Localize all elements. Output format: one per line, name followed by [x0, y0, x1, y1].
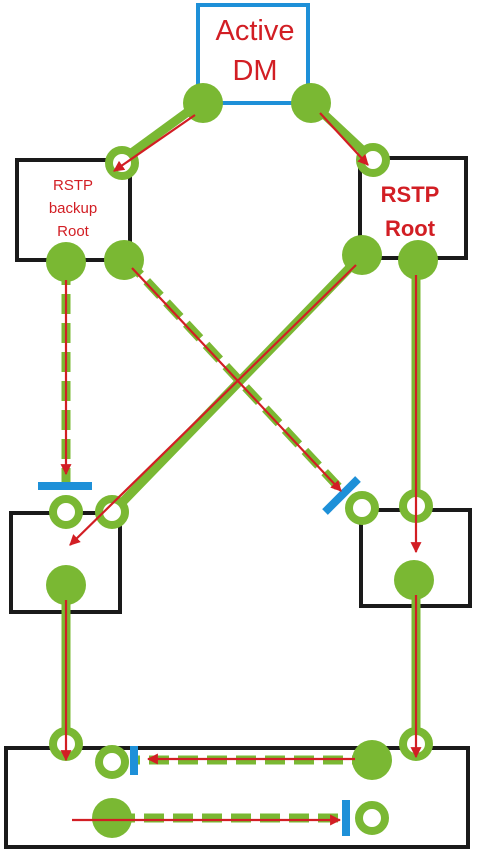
ports-layer	[46, 83, 438, 838]
rstp-backup-root-node: RSTP backup Root	[15, 158, 132, 262]
rstp-root-label-line2: Root	[385, 216, 436, 241]
active-dm-box	[196, 3, 310, 105]
port-backup-bottom-left	[46, 242, 86, 282]
port-backup-top	[105, 146, 139, 180]
port-bottom-right-lower	[355, 801, 389, 835]
port-midright-bottom	[394, 560, 434, 600]
arrow-backup-to-midright	[131, 267, 342, 492]
arrow-root-to-midleft	[69, 264, 357, 546]
active-dm-label-line1: Active	[216, 15, 295, 47]
port-midleft-bottom	[46, 565, 86, 605]
rstp-root-label-line1: RSTP	[381, 182, 440, 207]
active-dm-label-line2: DM	[232, 55, 277, 87]
port-midleft-top-left	[49, 495, 83, 529]
port-bottom-left-upper	[95, 745, 129, 779]
port-midleft-top-right	[95, 495, 129, 529]
port-root-bottom-left	[342, 235, 382, 275]
port-dm-left	[183, 83, 223, 123]
active-dm-node: Active DM	[196, 3, 310, 105]
blocked-markers-layer	[38, 476, 361, 836]
port-root-bottom-right	[398, 240, 438, 280]
arrow-dm-to-root	[319, 112, 369, 166]
switch-mid-left-box	[9, 511, 122, 614]
rstp-backup-root-label-line2: backup	[49, 200, 97, 217]
rstp-backup-root-box	[15, 158, 132, 262]
link-root-to-midleft	[106, 251, 366, 519]
rstp-backup-root-label-line3: Root	[57, 223, 90, 240]
arrows-layer	[60, 112, 422, 826]
rstp-backup-root-label-line1: RSTP	[53, 177, 93, 194]
blocked-bar-midright	[322, 476, 361, 515]
port-bottom-left-lower	[92, 798, 132, 838]
port-bottom-right-upper	[352, 740, 392, 780]
arrow-dm-to-backup	[113, 114, 196, 172]
port-midright-top-left	[345, 491, 379, 525]
